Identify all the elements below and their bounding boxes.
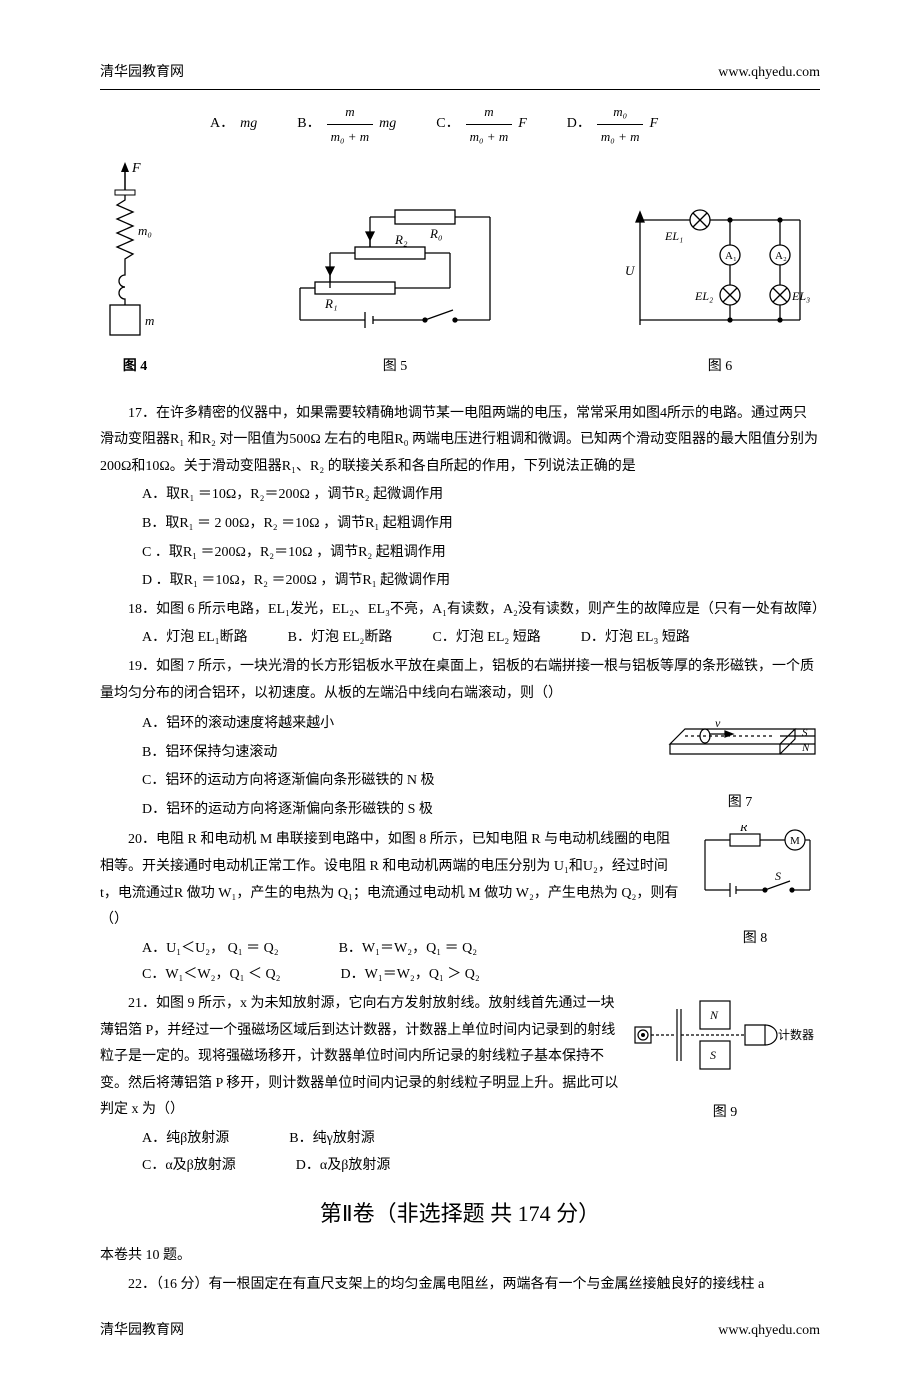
svg-text:R₀: R₀ <box>429 226 442 241</box>
svg-text:EL₁: EL₁ <box>664 229 683 243</box>
section-2-title: 第Ⅱ卷（非选择题 共 174 分） <box>100 1193 820 1235</box>
q18-options: A．灯泡 EL₁断路 B．灯泡 EL₂断路 C．灯泡 EL₂ 短路 D．灯泡 E… <box>142 625 820 652</box>
q19-a: A．铝环的滚动速度将越来越小 <box>114 711 650 738</box>
svg-text:m₀: m₀ <box>138 223 152 238</box>
q19-d: D．铝环的运动方向将逐渐偏向条形磁铁的 S 极 <box>114 797 650 824</box>
footer-right: www.qhyedu.com <box>718 1318 820 1345</box>
page-footer: 清华园教育网 www.qhyedu.com <box>100 1318 820 1345</box>
q17-c: C ．取R₁ ＝200Ω，R₂＝10Ω ，调节R₂ 起粗调作用 <box>114 540 820 567</box>
q16-options: A． mg B． mm₀ + m mg C． mm₀ + m F D． m₀m₀… <box>210 100 820 150</box>
q17-b: B．取R₁ ＝ 2 00Ω，R₂ ＝10Ω ，调节R₁ 起粗调作用 <box>114 511 820 538</box>
q19-stem: 19．如图 7 所示，一块光滑的长方形铝板水平放在桌面上，铝板的右端拼接一根与铝… <box>100 654 820 707</box>
q22-stem: 22．（16 分）有一根固定在有直尺支架上的均匀金属电阻丝，两端各有一个与金属丝… <box>100 1272 820 1299</box>
q19-c: C．铝环的运动方向将逐渐偏向条形磁铁的 N 极 <box>114 768 650 795</box>
svg-text:A₂: A₂ <box>775 250 787 262</box>
svg-text:S: S <box>710 1048 716 1062</box>
svg-text:R₂: R₂ <box>394 232 408 247</box>
figure-9: N S 计数器 图 9 <box>630 989 820 1126</box>
q17-d: D ．取R₁ ＝10Ω，R₂ ＝200Ω ，调节R₁ 起微调作用 <box>114 568 820 595</box>
svg-text:U: U <box>625 263 636 278</box>
q18-stem: 18．如图 6 所示电路，EL₁发光，EL₂、EL₃不亮，A₁有读数，A₂没有读… <box>100 597 820 624</box>
svg-text:N: N <box>709 1008 719 1022</box>
svg-text:EL₂: EL₂ <box>694 289 713 303</box>
q16-opt-c: C． mm₀ + m F <box>436 100 526 150</box>
figure-4: F m₀ m 图 4 <box>100 160 170 381</box>
figures-row-1: F m₀ m 图 4 R₀ <box>100 160 820 381</box>
figure-5: R₀ R₂ R₁ <box>275 200 515 381</box>
q19-b: B．铝环保持匀速滚动 <box>114 740 650 767</box>
q20-options: A．U₁＜U₂， Q₁ ＝ Q₂B．W₁＝W₂，Q₁ ＝ Q₂ C．W₁＜W₂，… <box>142 936 680 989</box>
q21-stem: 21．如图 9 所示，x 为未知放射源，它向右方发射放射线。放射线首先通过一块薄… <box>100 991 620 1124</box>
svg-text:m: m <box>145 313 154 328</box>
svg-text:R₁: R₁ <box>324 296 337 311</box>
svg-text:S: S <box>775 869 781 883</box>
svg-text:R: R <box>739 825 748 834</box>
svg-text:v: v <box>715 716 721 730</box>
q17-stem: 17．在许多精密的仪器中，如果需要较精确地调节某一电阻两端的电压，常常采用如图4… <box>100 401 820 481</box>
svg-text:S: S <box>802 727 808 739</box>
svg-text:M: M <box>790 835 800 847</box>
svg-text:N: N <box>801 742 810 754</box>
section-2-note: 本卷共 10 题。 <box>100 1243 820 1270</box>
figure-7: v S N 图 7 <box>660 709 820 816</box>
q16-opt-b: B． mm₀ + m mg <box>297 100 396 150</box>
footer-left: 清华园教育网 <box>100 1318 184 1345</box>
figure-8: R M S 图 8 <box>690 825 820 952</box>
header-right: www.qhyedu.com <box>718 60 820 87</box>
figure-6: U EL₁ A₁ A₂ EL₂ EL₃ <box>620 200 820 381</box>
svg-text:A₁: A₁ <box>725 250 737 262</box>
q20-stem: 20．电阻 R 和电动机 M 串联接到电路中，如图 8 所示，已知电阻 R 与电… <box>100 827 680 933</box>
header-left: 清华园教育网 <box>100 60 184 87</box>
svg-text:计数器: 计数器 <box>778 1027 814 1042</box>
q21-options: A．纯β放射源B．纯γ放射源 C．α及β放射源D．α及β放射源 <box>142 1126 620 1179</box>
q16-opt-a: A． mg <box>210 111 257 138</box>
q16-opt-d: D． m₀m₀ + m F <box>567 100 658 150</box>
svg-text:F: F <box>131 161 141 176</box>
q17-a: A．取R₁ ＝10Ω，R₂＝200Ω ，调节R₂ 起微调作用 <box>114 482 820 509</box>
page-header: 清华园教育网 www.qhyedu.com <box>100 60 820 90</box>
